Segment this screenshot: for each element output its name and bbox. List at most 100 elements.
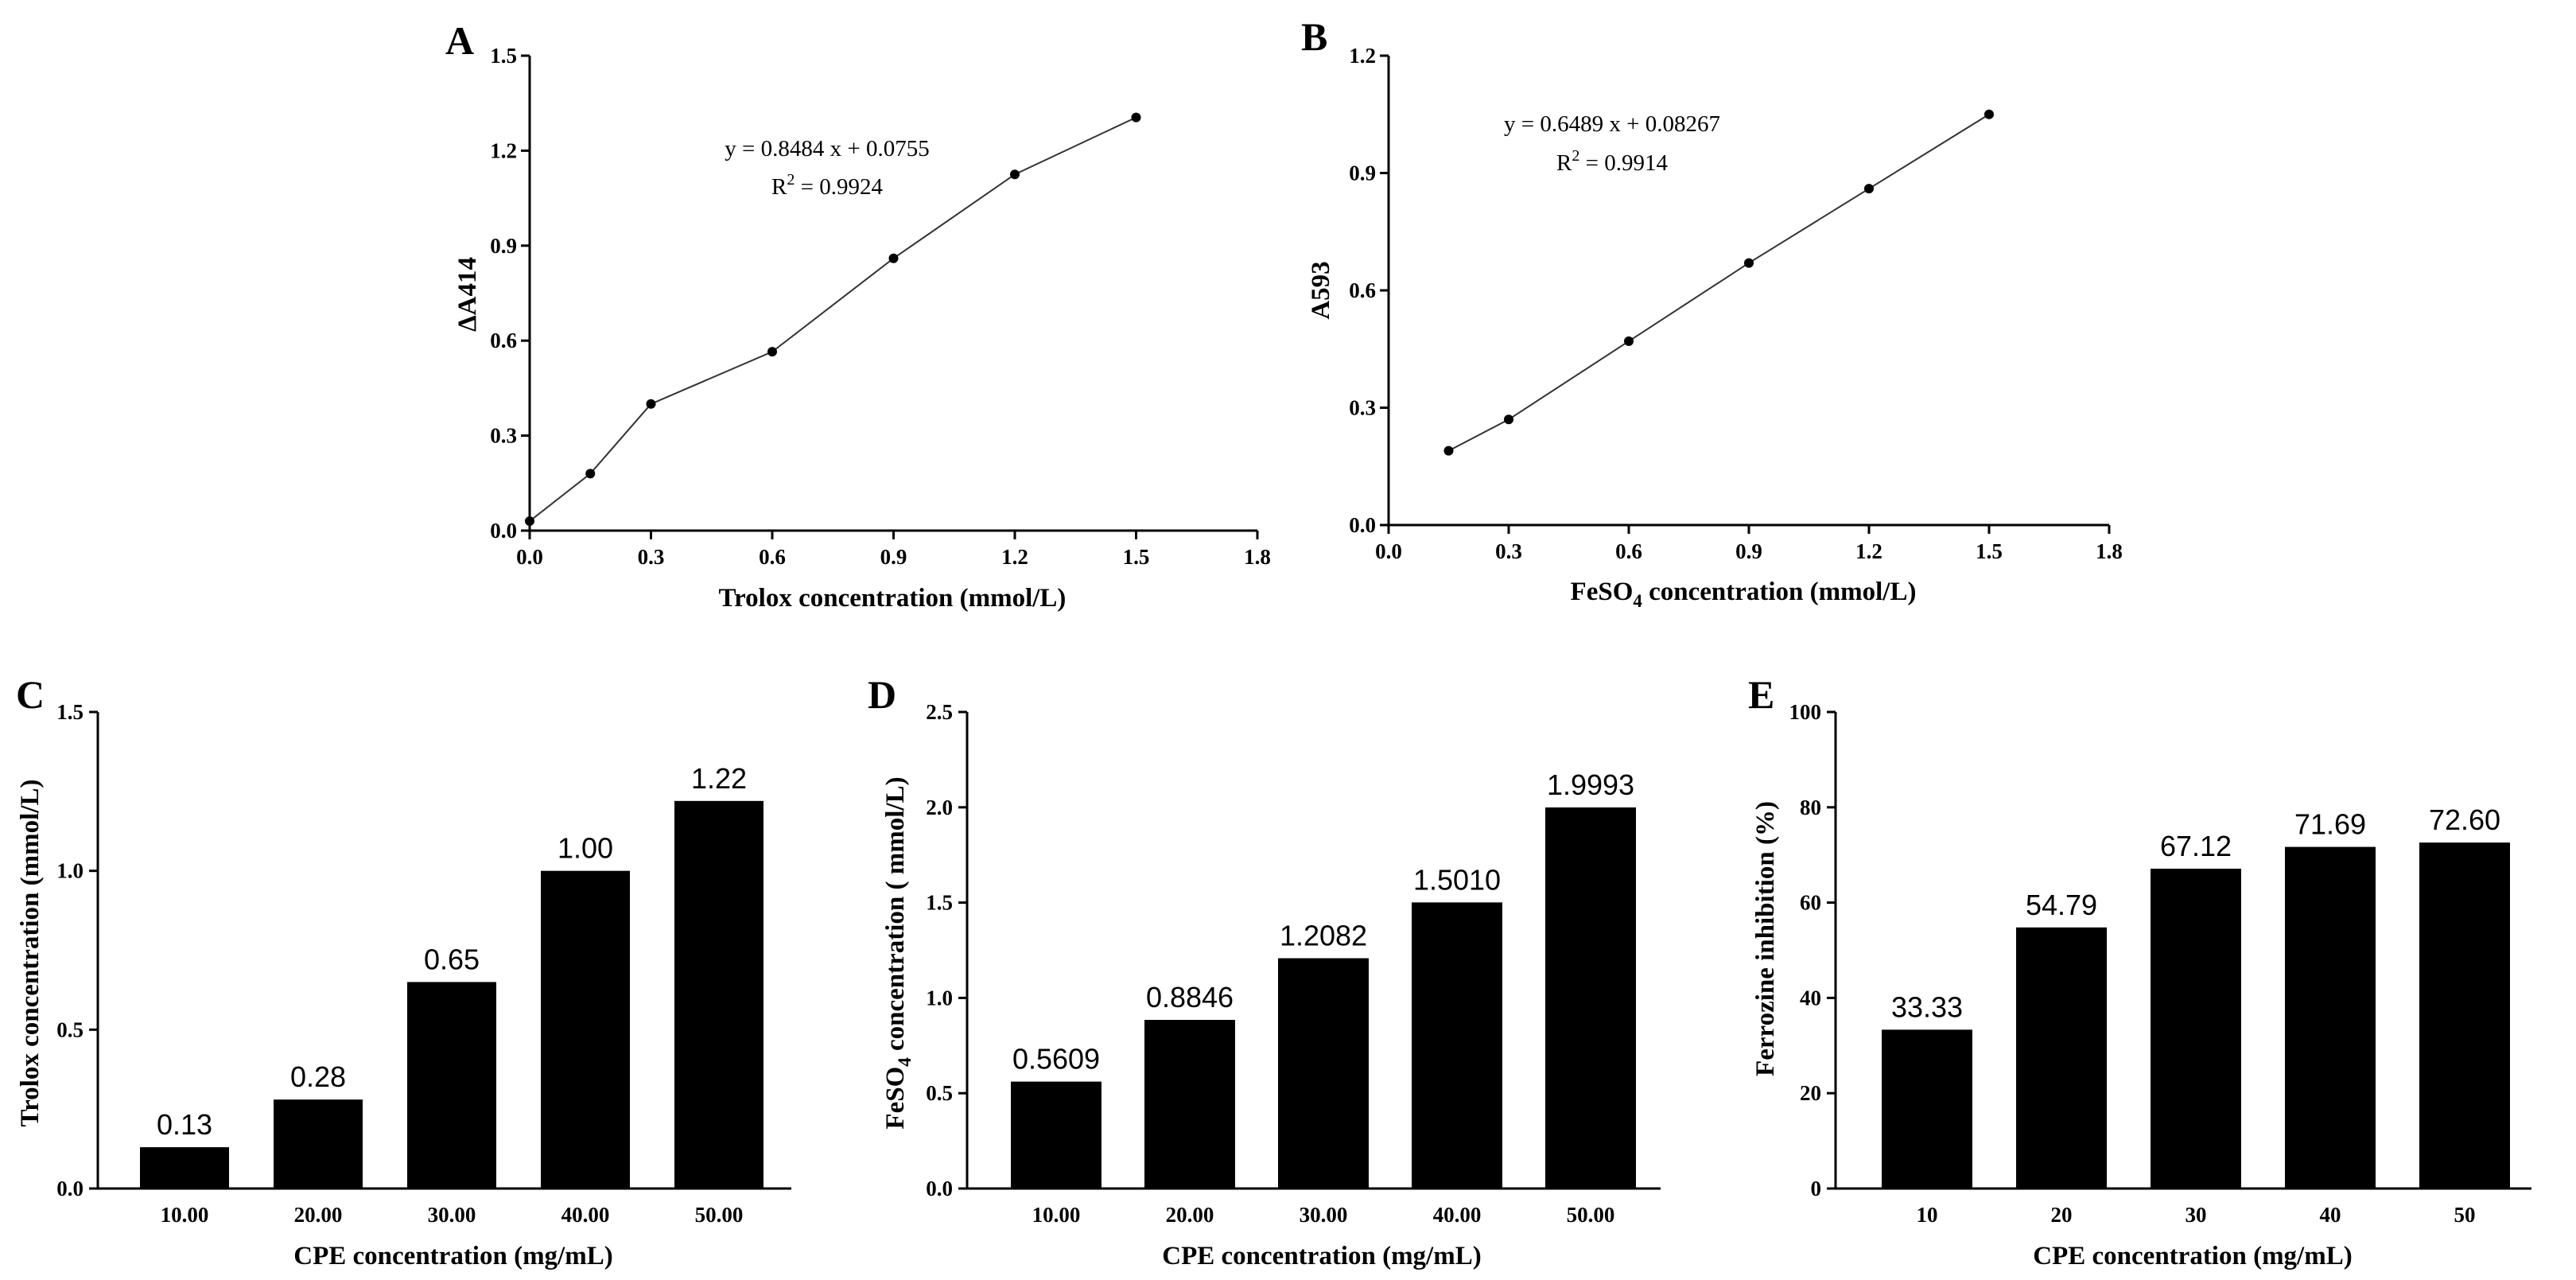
x-tick-label: 10 [1917, 1203, 1938, 1227]
bar [1011, 1081, 1102, 1189]
bar-value-label: 33.33 [1891, 990, 1963, 1023]
x-tick-label: 40.00 [1433, 1203, 1482, 1227]
panel-e-bar-value-labels: 33.33 54.79 67.12 71.69 72.60 [1891, 803, 2500, 1023]
panel-e-y-tick-labels: 0 20 40 60 80 100 [1789, 700, 1822, 1200]
panel-e-bars [1882, 842, 2510, 1189]
data-point [1010, 169, 1020, 180]
bar [1412, 902, 1502, 1189]
panel-c-x-tick-labels: 10.00 20.00 30.00 40.00 50.00 [161, 1203, 744, 1227]
data-point [1443, 445, 1454, 456]
bar [1278, 958, 1369, 1189]
bar [2285, 846, 2376, 1189]
x-tick-label: 0.9 [880, 545, 907, 569]
panel-a-letter: A [445, 18, 474, 63]
y-tick-label: 0.9 [490, 234, 517, 258]
bar [541, 870, 630, 1189]
y-tick-label: 2.0 [926, 796, 953, 819]
panel-c-letter: C [16, 672, 45, 717]
bar [2419, 842, 2510, 1189]
panel-a: A 0.0 0.3 0.6 0.9 1.2 1.5 1.8 0.0 0.3 0.6 0.9 1.2 1… [445, 18, 1271, 613]
y-tick-label: 2.5 [926, 700, 953, 724]
bar-value-label: 1.2082 [1280, 920, 1367, 952]
x-tick-label: 50 [2454, 1203, 2476, 1227]
bar-value-label: 0.65 [424, 943, 480, 975]
panel-b-x-axis-title: FeSO4 concentration (mmol/L) [1571, 578, 1917, 611]
x-tick-label: 30.00 [428, 1203, 476, 1227]
panel-d-x-axis-title: CPE concentration (mg/mL) [1162, 1242, 1481, 1270]
panel-d-bars [1011, 807, 1636, 1189]
data-point [1864, 184, 1874, 194]
data-point [1624, 336, 1634, 346]
bar-value-label: 1.22 [691, 762, 747, 795]
x-tick-label: 1.8 [1244, 545, 1271, 569]
bar [1545, 807, 1636, 1189]
panel-b-x-tick-labels: 0.0 0.3 0.6 0.9 1.2 1.5 1.8 [1375, 539, 2123, 563]
y-tick-label: 0.6 [1349, 278, 1376, 302]
panel-d-y-ticks [958, 710, 967, 1190]
x-tick-label: 0.0 [1375, 539, 1402, 563]
panel-d-letter: D [868, 672, 896, 717]
data-point [585, 469, 596, 479]
panel-a-y-ticks [521, 54, 530, 532]
y-tick-label: 1.5 [56, 700, 84, 724]
x-tick-label: 1.8 [2096, 539, 2123, 563]
panel-d-y-tick-labels: 0.0 0.5 1.0 1.5 2.0 2.5 [926, 700, 953, 1200]
panel-a-equation: y = 0.8484 x + 0.0755 [725, 136, 929, 161]
panel-c-bar-value-labels: 0.13 0.28 0.65 1.00 1.22 [157, 762, 747, 1141]
panel-c-y-tick-labels: 0.0 0.5 1.0 1.5 [56, 700, 84, 1200]
data-point [525, 516, 534, 527]
bar [674, 800, 763, 1189]
y-tick-label: 0 [1811, 1177, 1822, 1200]
panel-a-x-axis-title: Trolox concentration (mmol/L) [719, 584, 1067, 613]
y-tick-label: 1.5 [490, 44, 517, 68]
panel-b-y-ticks [1380, 54, 1389, 527]
x-tick-label: 0.6 [1615, 539, 1642, 563]
panel-e-x-tick-labels: 10 20 30 40 50 [1917, 1203, 2476, 1227]
y-tick-label: 0.0 [1349, 513, 1376, 537]
y-tick-label: 1.5 [926, 891, 953, 915]
y-tick-label: 0.0 [490, 519, 517, 543]
y-tick-label: 1.2 [490, 138, 517, 162]
bar-value-label: 71.69 [2294, 808, 2366, 841]
panel-c-bars [140, 800, 763, 1189]
x-tick-label: 0.0 [516, 545, 543, 569]
bar [140, 1147, 229, 1189]
panel-e-y-axis-title: Ferrozine inhibition (%) [1751, 801, 1780, 1076]
x-tick-label: 0.6 [759, 545, 786, 569]
panel-a-r-squared: R2 = 0.9924 [771, 171, 883, 200]
panel-a-y-tick-labels: 0.0 0.3 0.6 0.9 1.2 1.5 [490, 44, 517, 543]
data-point [1131, 112, 1141, 123]
panel-c-y-ticks [89, 710, 98, 1190]
y-tick-label: 0.3 [490, 424, 517, 448]
panel-b-letter: B [1301, 14, 1327, 59]
bar-value-label: 67.12 [2160, 830, 2232, 862]
bar-value-label: 1.9993 [1547, 768, 1634, 801]
panel-c-x-axis-title: CPE concentration (mg/mL) [293, 1242, 612, 1270]
x-tick-label: 1.2 [1855, 539, 1882, 563]
y-tick-label: 1.0 [56, 859, 84, 883]
bar [407, 982, 496, 1189]
bar [1882, 1029, 1972, 1189]
x-tick-label: 20 [2051, 1203, 2073, 1227]
data-point [646, 399, 656, 409]
panel-d-x-tick-labels: 10.00 20.00 30.00 40.00 50.00 [1032, 1203, 1615, 1227]
y-tick-label: 60 [1800, 891, 1821, 915]
panel-a-y-axis-title: ΔA414 [453, 257, 482, 332]
y-tick-label: 0.0 [926, 1177, 953, 1200]
panel-e: E 0 20 40 60 80 100 10 20 30 40 50 33.33 54.79 67.1… [1748, 672, 2531, 1270]
data-point [1504, 414, 1513, 425]
bar-value-label: 0.28 [290, 1060, 346, 1093]
bar-value-label: 0.8846 [1146, 981, 1234, 1013]
x-tick-label: 1.5 [1976, 539, 2003, 563]
y-tick-label: 1.2 [1349, 44, 1376, 68]
y-tick-label: 80 [1800, 796, 1821, 819]
panel-b-series-line [1448, 113, 1990, 452]
x-tick-label: 20.00 [294, 1203, 343, 1227]
bar-value-label: 0.5609 [1012, 1043, 1100, 1076]
panel-e-x-axis-title: CPE concentration (mg/mL) [2033, 1242, 2352, 1270]
x-tick-label: 1.2 [1001, 545, 1028, 569]
bar-value-label: 0.13 [157, 1108, 212, 1141]
bar-value-label: 54.79 [2026, 889, 2097, 921]
bar-value-label: 72.60 [2429, 803, 2500, 836]
panel-b-y-tick-labels: 0.0 0.3 0.6 0.9 1.2 [1349, 44, 1376, 537]
